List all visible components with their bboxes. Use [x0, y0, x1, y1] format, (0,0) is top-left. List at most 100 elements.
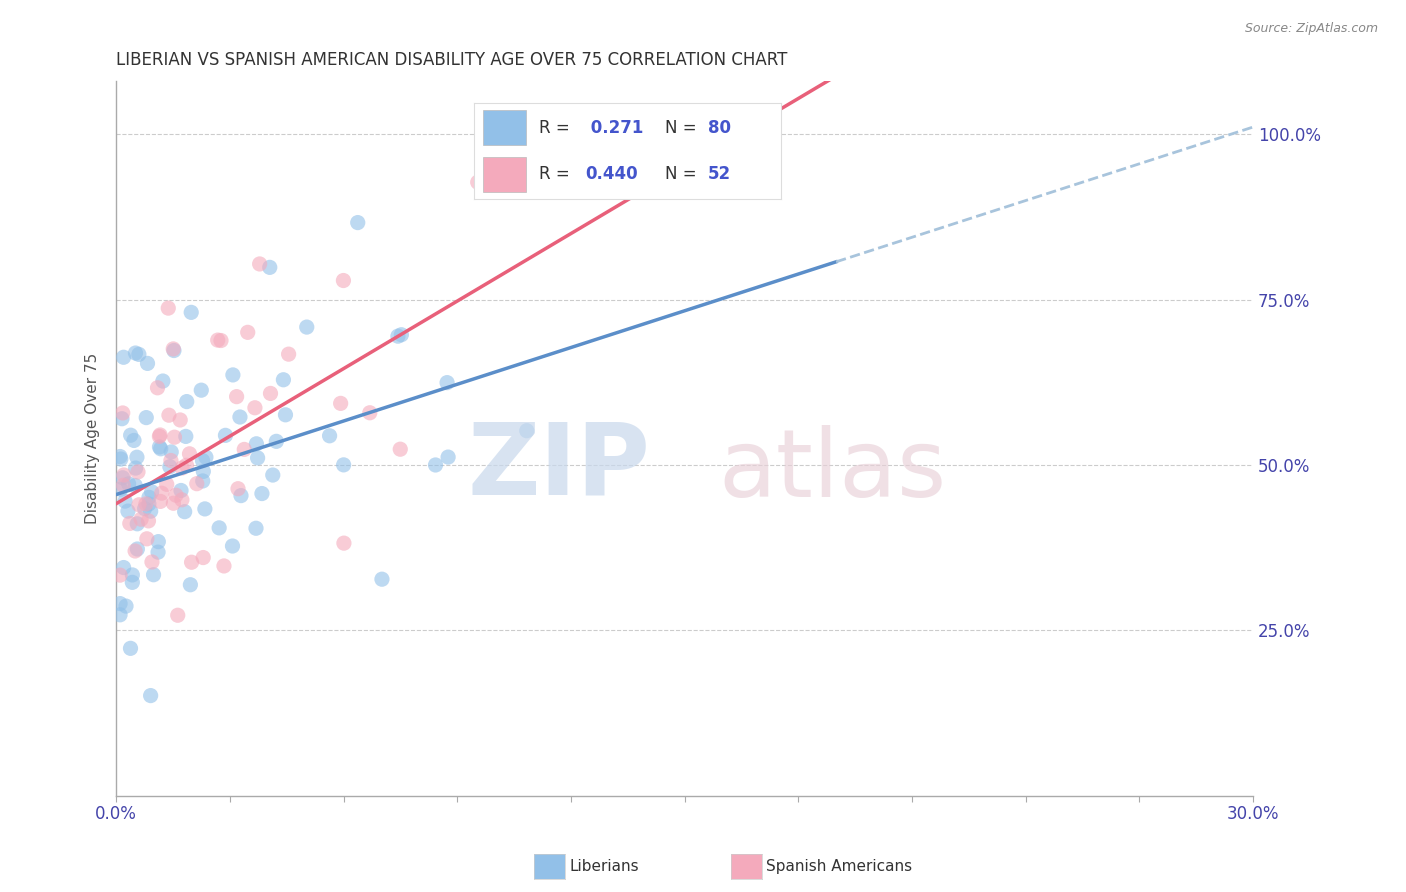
Point — [194, 502, 217, 516]
Point — [162, 496, 184, 510]
Point — [138, 497, 160, 511]
Point — [156, 477, 179, 491]
Point — [142, 567, 165, 582]
Point — [139, 689, 162, 703]
Point — [170, 492, 193, 507]
Text: Source: ZipAtlas.com: Source: ZipAtlas.com — [1244, 22, 1378, 36]
Point — [141, 484, 163, 499]
Point — [266, 434, 288, 449]
Point — [245, 437, 267, 451]
Point — [136, 356, 159, 370]
Point — [149, 494, 172, 508]
Point — [359, 406, 381, 420]
Point — [387, 329, 409, 343]
Point — [149, 428, 172, 442]
Point — [108, 568, 131, 582]
Point — [516, 424, 538, 438]
Point — [124, 461, 146, 475]
Point — [134, 501, 156, 516]
Point — [191, 453, 214, 467]
Point — [180, 305, 202, 319]
Point — [436, 376, 458, 390]
Point — [148, 440, 170, 454]
Point — [209, 334, 232, 348]
Point — [112, 560, 135, 574]
Point — [148, 534, 170, 549]
Point — [149, 442, 172, 456]
Point — [152, 374, 174, 388]
Point — [127, 541, 149, 556]
Point — [277, 347, 299, 361]
Point — [371, 572, 394, 586]
Point — [129, 512, 152, 526]
Point — [120, 641, 142, 656]
Point — [165, 488, 187, 502]
Point — [112, 468, 135, 483]
Point — [114, 494, 136, 508]
Point — [117, 504, 139, 518]
Point — [186, 476, 208, 491]
Point — [111, 471, 134, 485]
Point — [163, 343, 186, 358]
Point — [138, 491, 160, 505]
Point — [208, 521, 231, 535]
Point — [176, 458, 198, 473]
Point — [118, 516, 141, 531]
Point — [229, 409, 252, 424]
Point — [243, 401, 266, 415]
Point — [125, 450, 148, 465]
Point — [225, 390, 247, 404]
Point — [146, 381, 169, 395]
Point — [139, 504, 162, 518]
Point — [467, 175, 489, 189]
Y-axis label: Disability Age Over 75: Disability Age Over 75 — [86, 353, 100, 524]
Point — [157, 301, 180, 315]
Point — [150, 486, 173, 500]
Point — [124, 478, 146, 492]
Point — [332, 458, 354, 472]
Point — [111, 411, 134, 425]
Point — [346, 216, 368, 230]
Point — [174, 429, 197, 443]
Point — [110, 452, 132, 467]
Point — [193, 550, 215, 565]
Point — [141, 555, 163, 569]
Point — [108, 607, 131, 622]
Point — [245, 521, 267, 535]
Point — [121, 568, 143, 582]
Point — [127, 465, 149, 479]
Point — [146, 545, 169, 559]
Point — [120, 428, 142, 442]
Point — [329, 396, 352, 410]
Point — [122, 434, 145, 448]
Point — [157, 408, 180, 422]
Point — [135, 410, 157, 425]
Point — [273, 373, 295, 387]
Point — [166, 608, 188, 623]
Point — [295, 320, 318, 334]
Point — [246, 450, 269, 465]
Point — [389, 442, 412, 457]
Point — [176, 394, 198, 409]
Point — [121, 575, 143, 590]
Point — [207, 333, 229, 347]
Point — [249, 257, 271, 271]
Point — [425, 458, 447, 472]
Point — [274, 408, 297, 422]
Point — [138, 514, 160, 528]
Point — [112, 351, 135, 365]
Point — [111, 406, 134, 420]
Point — [128, 498, 150, 512]
Point — [124, 544, 146, 558]
Point — [236, 326, 259, 340]
Text: ZIP: ZIP — [468, 418, 651, 516]
Text: atlas: atlas — [718, 425, 946, 516]
Point — [191, 474, 214, 488]
Point — [222, 368, 245, 382]
Point — [128, 347, 150, 361]
Point — [108, 597, 131, 611]
Point — [180, 555, 202, 569]
Point — [190, 383, 212, 397]
Text: LIBERIAN VS SPANISH AMERICAN DISABILITY AGE OVER 75 CORRELATION CHART: LIBERIAN VS SPANISH AMERICAN DISABILITY … — [117, 51, 787, 69]
Point — [163, 430, 186, 444]
